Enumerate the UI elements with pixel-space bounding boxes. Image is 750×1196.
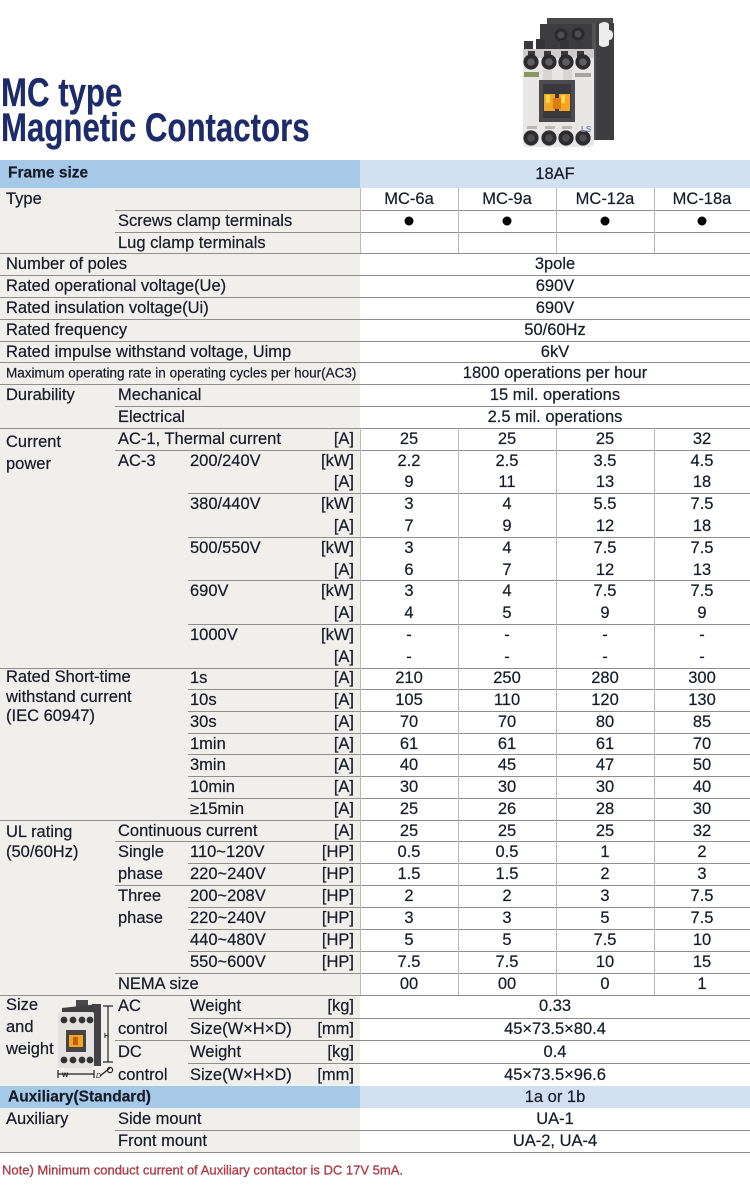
svg-text:H: H: [104, 1033, 109, 1040]
svg-text:LS: LS: [581, 125, 592, 134]
svg-text:D: D: [96, 1073, 101, 1080]
svg-text:w: w: [61, 1070, 69, 1079]
